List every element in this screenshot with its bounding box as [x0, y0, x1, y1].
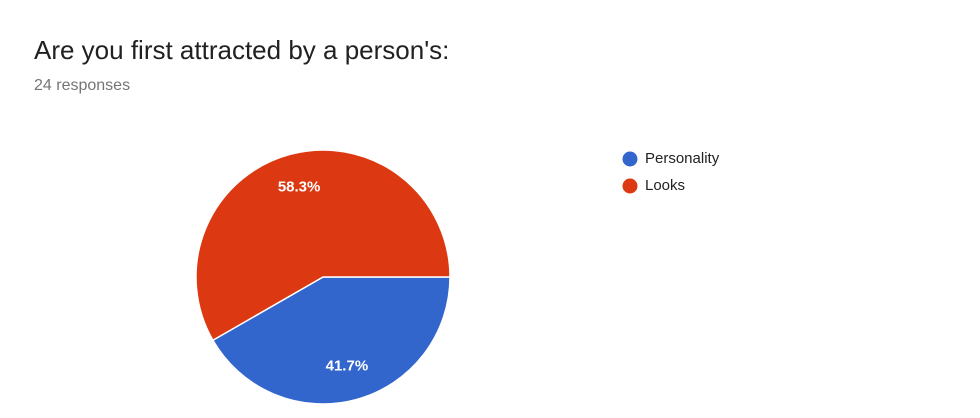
legend-swatch: [622, 178, 638, 194]
pie-slice: [195, 149, 451, 342]
chart-title: Are you first attracted by a person's:: [34, 35, 449, 65]
slice-label: 41.7%: [326, 358, 369, 375]
legend-label: Personality: [645, 150, 720, 167]
chart-subtitle: 24 responses: [34, 77, 130, 94]
slice-label: 58.3%: [278, 178, 321, 195]
pie-slice: [211, 276, 451, 405]
legend-swatch: [622, 151, 638, 167]
legend-label: Looks: [645, 177, 685, 194]
